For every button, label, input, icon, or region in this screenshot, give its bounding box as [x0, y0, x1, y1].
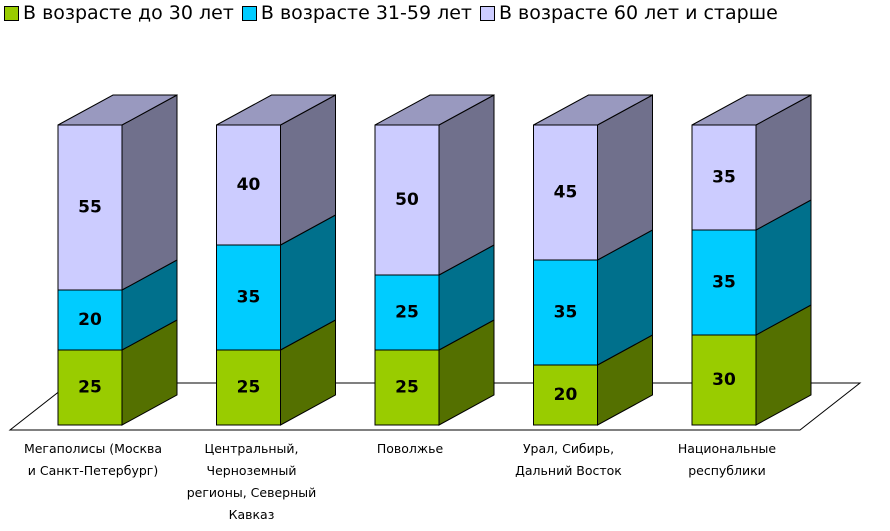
- data-label: 20: [554, 385, 578, 405]
- bar: [691, 124, 757, 231]
- bar: [691, 229, 757, 336]
- legend-item: В возрасте 31-59 лет: [241, 2, 472, 24]
- data-label: 25: [395, 303, 419, 323]
- bar: [533, 124, 598, 261]
- bar: [57, 349, 123, 426]
- data-label: 35: [554, 303, 578, 323]
- bar: [533, 364, 598, 426]
- bar: [216, 349, 281, 426]
- x-tick-label: Мегаполисы (Москва и Санкт-Петербург): [23, 441, 163, 478]
- legend-swatch: [479, 5, 495, 21]
- legend-item: В возрасте до 30 лет: [4, 2, 234, 24]
- data-label: 25: [395, 378, 419, 398]
- legend-swatch: [241, 5, 257, 21]
- x-tick-label: Урал, Сибирь, Дальний Восток: [515, 441, 622, 478]
- bar: [374, 349, 440, 426]
- data-label: 35: [712, 273, 736, 293]
- legend-label: В возрасте 31-59 лет: [260, 2, 472, 24]
- data-label: 40: [237, 175, 261, 195]
- bar: [216, 244, 281, 351]
- x-tick-label: Центральный, Черноземный регионы, Северн…: [186, 441, 317, 522]
- data-label: 20: [78, 310, 102, 330]
- bar-top: [57, 94, 178, 126]
- legend-item: В возрасте 60 лет и старше: [479, 2, 778, 24]
- data-label: 35: [237, 288, 261, 308]
- data-label: 35: [712, 168, 736, 188]
- legend: В возрасте до 30 лет В возрасте 31-59 лет…: [4, 2, 778, 24]
- bar-side: [438, 94, 495, 276]
- data-label: 25: [78, 378, 102, 398]
- bar-top: [374, 94, 495, 126]
- data-label: 25: [237, 378, 261, 398]
- bar: [374, 274, 440, 351]
- bar: [374, 124, 440, 276]
- bar-top: [533, 94, 653, 126]
- data-label: 30: [712, 370, 736, 390]
- data-label: 55: [78, 198, 102, 218]
- x-tick-label: Национальные республики: [677, 441, 777, 478]
- legend-swatch: [4, 5, 19, 21]
- bar-top: [216, 94, 336, 126]
- bar: [216, 124, 281, 246]
- data-label: 50: [395, 190, 419, 210]
- bar-side: [121, 94, 178, 291]
- bar: [57, 289, 123, 351]
- bar-top: [691, 94, 812, 126]
- legend-label: В возрасте 60 лет и старше: [498, 2, 778, 24]
- bar: [57, 124, 123, 291]
- x-tick-label: Поволжье: [376, 441, 444, 456]
- legend-label: В возрасте до 30 лет: [23, 2, 234, 24]
- data-label: 45: [554, 183, 578, 203]
- bar: [533, 259, 598, 366]
- bar: [691, 334, 757, 426]
